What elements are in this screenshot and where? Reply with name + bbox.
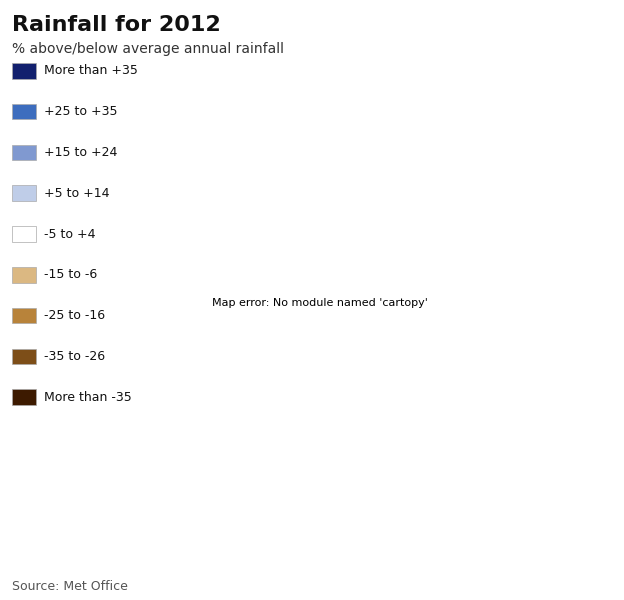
Text: +5 to +14: +5 to +14 (44, 187, 109, 200)
Text: More than +35: More than +35 (44, 64, 137, 77)
Text: -35 to -26: -35 to -26 (44, 350, 105, 363)
Text: +25 to +35: +25 to +35 (44, 105, 117, 118)
Text: Rainfall for 2012: Rainfall for 2012 (12, 15, 222, 35)
Text: +15 to +24: +15 to +24 (44, 146, 117, 159)
Text: -25 to -16: -25 to -16 (44, 309, 105, 322)
Text: Source: Met Office: Source: Met Office (12, 580, 129, 593)
Text: Map error: No module named 'cartopy': Map error: No module named 'cartopy' (212, 298, 427, 308)
Text: More than -35: More than -35 (44, 391, 132, 404)
Text: -5 to +4: -5 to +4 (44, 227, 95, 241)
Text: % above/below average annual rainfall: % above/below average annual rainfall (12, 42, 285, 56)
Text: -15 to -6: -15 to -6 (44, 268, 97, 281)
